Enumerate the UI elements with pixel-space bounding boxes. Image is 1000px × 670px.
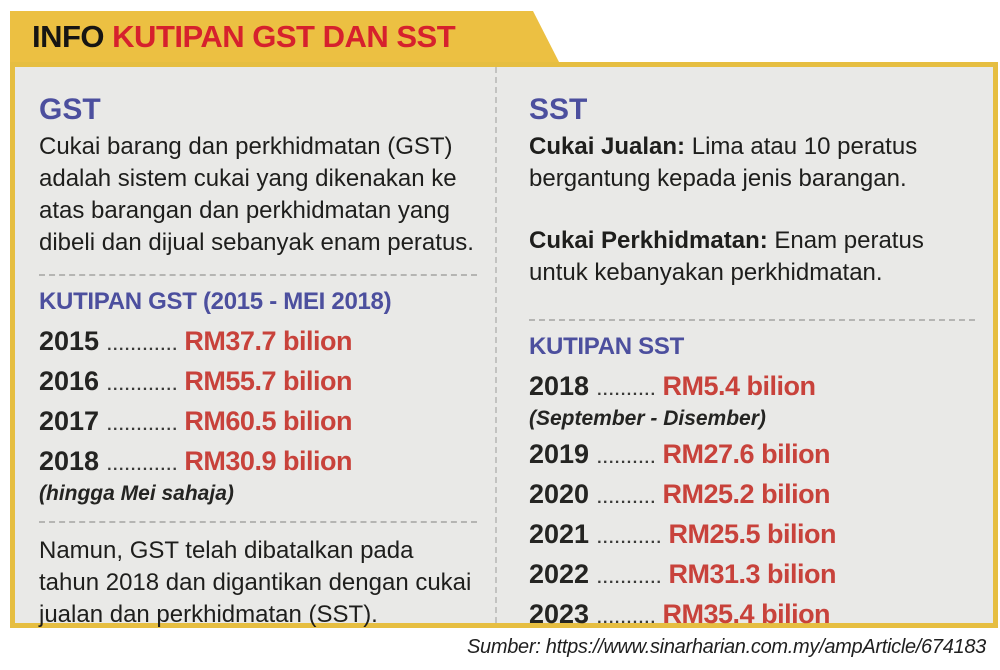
sst-row-value: RM25.2 bilion [662,479,831,509]
sst-row-value: RM31.3 bilion [668,559,837,589]
sst-row-value: RM27.6 bilion [662,439,831,469]
header-title-tab: INFO KUTIPAN GST DAN SST [10,11,559,62]
sst-separator [529,319,975,321]
dot-leader: .......... [597,490,657,507]
table-row: 2015 ............ RM37.7 bilion [39,326,477,357]
table-row: 2021 ........... RM25.5 bilion [529,519,975,550]
gst-conclusion: Namun, GST telah dibatalkan pada tahun 2… [39,537,472,628]
dot-leader: .......... [597,382,657,399]
sst-row-year: 2019 [529,439,590,469]
sales-tax-label: Cukai Jualan: [529,133,686,160]
table-row: 2023 .......... RM35.4 bilion [529,599,975,630]
gst-column: GST Cukai barang dan perkhidmatan (GST) … [15,67,497,628]
table-row: 2019 .......... RM27.6 bilion [529,439,975,470]
gst-row-value: RM30.9 bilion [184,446,352,476]
sst-row-year: 2023 [529,599,590,629]
dot-leader: ............ [107,377,179,394]
dot-leader: .......... [597,450,657,467]
gst-footnote: (hingga Mei sahaja) [39,482,234,505]
sst-row-year: 2021 [529,519,590,549]
sst-row-value: RM5.4 bilion [662,371,817,401]
service-tax-text: Enam peratus untuk kebanyakan perkhidmat… [529,227,924,286]
gst-row-year: 2015 [39,326,100,356]
gst-heading: GST [39,93,101,126]
table-row: 2018 .......... RM5.4 bilion [529,371,975,402]
table-row: 2018 ............ RM30.9 bilion [39,446,477,477]
table-row: 2017 ............ RM60.5 bilion [39,406,477,437]
dot-leader: ............ [107,417,179,434]
gst-description: Cukai barang dan perkhidmatan (GST) adal… [39,133,474,256]
table-row: 2022 ........... RM31.3 bilion [529,559,975,590]
page-title: KUTIPAN GST DAN SST [112,18,456,54]
sst-footnote-2018: (September - Disember) [529,407,766,430]
info-panel: GST Cukai barang dan perkhidmatan (GST) … [10,62,998,629]
dot-leader: ........... [597,530,663,547]
table-row: 2020 .......... RM25.2 bilion [529,479,975,510]
dot-leader: ........... [597,570,663,587]
gst-collection-title: KUTIPAN GST (2015 - MEI 2018) [39,288,392,315]
dot-leader: ............ [107,337,179,354]
gst-row-year: 2018 [39,446,100,476]
sst-row-value: RM25.5 bilion [668,519,837,549]
sst-row-year: 2022 [529,559,590,589]
sst-row-year: 2020 [529,479,590,509]
sst-column: SST Cukai Jualan: Lima atau 10 peratus b… [497,67,993,629]
gst-separator-top [39,274,477,276]
sst-sales-tax: Cukai Jualan: Lima atau 10 peratus berga… [529,131,975,195]
gst-row-year: 2016 [39,366,100,396]
header-title-prefix: INFO [32,18,113,54]
sst-row-year: 2018 [529,371,590,401]
dot-leader: .......... [597,610,657,627]
sst-row-value: RM35.4 bilion [662,599,831,629]
service-tax-label: Cukai Perkhidmatan: [529,227,768,254]
table-row: 2016 ............ RM55.7 bilion [39,366,477,397]
sst-heading: SST [529,93,588,126]
sst-collection-title: KUTIPAN SST [529,333,684,360]
sales-tax-text: Lima atau 10 peratus bergantung kepada j… [529,133,918,192]
gst-row-value: RM55.7 bilion [184,366,352,396]
dot-leader: ............ [107,457,179,474]
sst-service-tax: Cukai Perkhidmatan: Enam peratus untuk k… [529,225,975,289]
source-attribution: Sumber: https://www.sinarharian.com.my/a… [467,636,986,658]
gst-row-value: RM37.7 bilion [184,326,352,356]
gst-separator-bottom [39,521,477,523]
gst-row-year: 2017 [39,406,100,436]
gst-row-value: RM60.5 bilion [184,406,352,436]
